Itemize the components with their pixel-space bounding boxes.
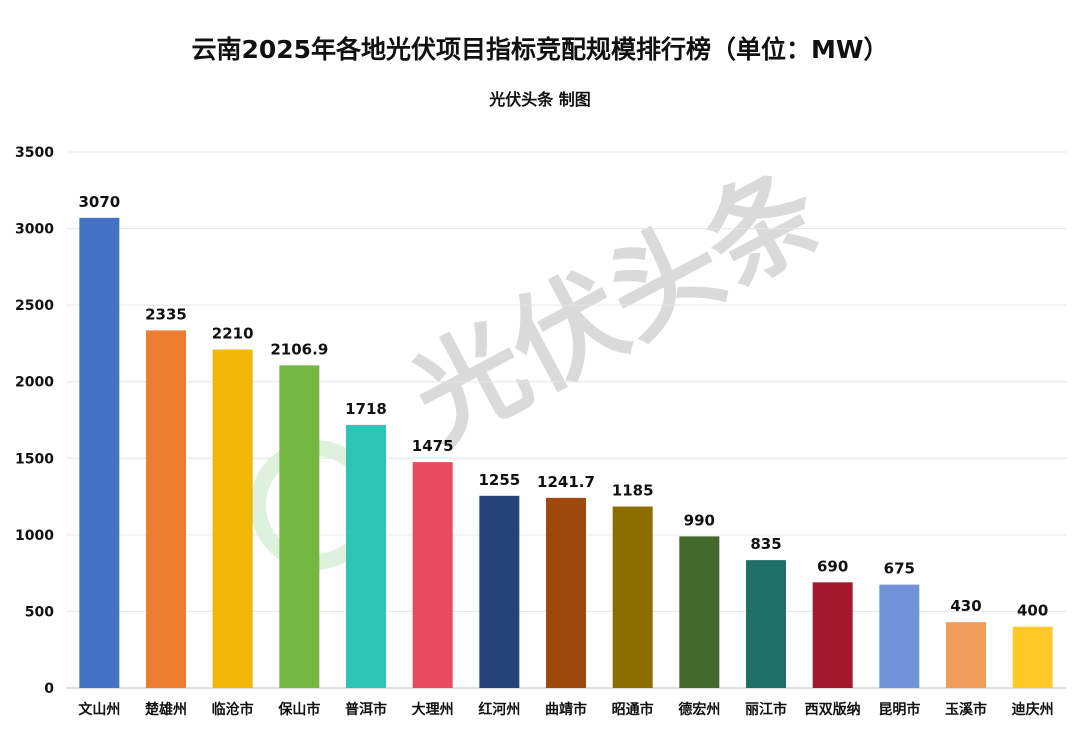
y-tick-label: 2000 — [15, 375, 54, 391]
bar — [412, 462, 453, 688]
x-tick-label: 西双版纳 — [805, 701, 861, 718]
bar — [812, 582, 853, 688]
x-tick-label: 临沧市 — [212, 701, 254, 718]
x-tick-label: 玉溪市 — [945, 701, 987, 718]
data-label: 835 — [750, 535, 781, 553]
chart-title: 云南2025年各地光伏项目指标竞配规模排行榜（单位：MW） — [191, 35, 889, 64]
y-tick-label: 1000 — [15, 528, 54, 544]
x-tick-label: 文山州 — [78, 701, 120, 718]
x-tick-label: 普洱市 — [345, 701, 387, 718]
bar — [346, 424, 386, 688]
data-label: 3070 — [78, 193, 120, 211]
bar — [746, 560, 786, 688]
data-label: 2106.9 — [270, 340, 328, 358]
y-tick-label: 3500 — [15, 145, 54, 161]
data-label: 675 — [884, 560, 915, 578]
data-label: 690 — [817, 557, 848, 575]
y-tick-label: 0 — [44, 681, 54, 697]
bar — [279, 365, 320, 688]
x-tick-label: 德宏州 — [678, 701, 720, 718]
bar — [879, 584, 920, 688]
data-label: 1718 — [345, 400, 387, 418]
data-label: 1255 — [478, 471, 520, 489]
x-tick-label: 大理州 — [412, 701, 454, 718]
data-label: 2210 — [212, 325, 254, 343]
data-label: 430 — [950, 597, 981, 615]
bar — [1012, 626, 1053, 688]
bar — [546, 497, 586, 688]
y-tick-label: 500 — [25, 604, 54, 620]
data-label: 1475 — [412, 437, 454, 455]
x-tick-label: 昭通市 — [612, 701, 654, 718]
x-tick-label: 楚雄州 — [144, 701, 187, 718]
data-label: 400 — [1017, 602, 1048, 620]
bar — [679, 536, 720, 688]
bar — [946, 622, 986, 688]
x-tick-label: 丽江市 — [745, 701, 787, 718]
data-label: 1241.7 — [537, 473, 595, 491]
x-tick-label: 保山市 — [277, 701, 320, 718]
bar — [612, 506, 653, 688]
bar — [479, 495, 520, 688]
y-tick-label: 3000 — [15, 222, 54, 238]
data-label: 2335 — [145, 305, 187, 323]
chart-subtitle: 光伏头条 制图 — [489, 90, 591, 109]
x-tick-label: 曲靖市 — [545, 701, 587, 718]
bar — [79, 217, 120, 688]
x-tick-label: 昆明市 — [878, 701, 920, 718]
data-label: 990 — [684, 511, 715, 529]
bar — [146, 330, 186, 688]
y-tick-label: 1500 — [15, 451, 54, 467]
x-tick-label: 迪庆州 — [1012, 701, 1054, 718]
data-label: 1185 — [612, 482, 654, 500]
x-tick-label: 红河州 — [478, 701, 520, 718]
bar — [212, 349, 253, 688]
y-tick-label: 2500 — [15, 298, 54, 314]
